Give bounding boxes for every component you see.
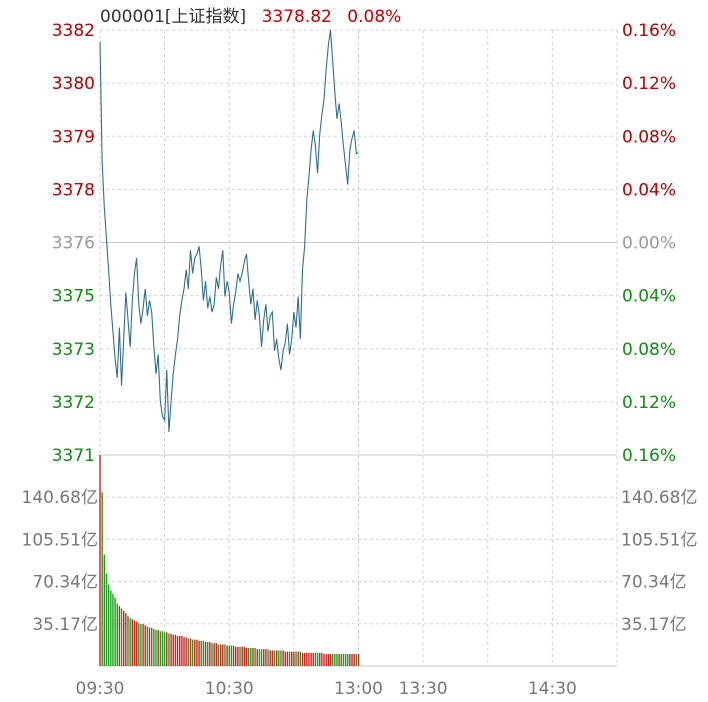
price-tick-label: 3378 xyxy=(52,180,95,200)
percent-tick-label: 0.12% xyxy=(622,74,676,94)
last-price: 3378.82 xyxy=(261,7,332,27)
price-tick-label: 3376 xyxy=(52,234,95,254)
price-line xyxy=(99,29,359,432)
volume-tick-label: 35.17亿 xyxy=(32,615,98,635)
volume-tick-label-right: 70.34亿 xyxy=(621,573,687,593)
percent-tick-label: 0.16% xyxy=(622,21,676,41)
percent-tick-label: 0.08% xyxy=(622,127,676,147)
time-tick-label: 10:30 xyxy=(205,679,254,699)
price-tick-label: 3380 xyxy=(52,74,95,94)
time-tick-label: 09:30 xyxy=(76,679,125,699)
price-tick-label: 3379 xyxy=(52,127,95,147)
change-percent: 0.08% xyxy=(347,7,402,27)
percent-tick-label: 0.00% xyxy=(622,234,676,254)
volume-tick-label-right: 105.51亿 xyxy=(621,530,697,550)
percent-tick-label: 0.04% xyxy=(622,180,676,200)
price-tick-label: 3371 xyxy=(52,446,95,466)
price-tick-label: 3382 xyxy=(52,21,95,41)
volume-tick-label-right: 140.68亿 xyxy=(621,488,697,508)
percent-tick-label: 0.16% xyxy=(622,446,676,466)
price-tick-label: 3373 xyxy=(52,340,95,360)
grid xyxy=(99,29,618,666)
volume-tick-label: 70.34亿 xyxy=(32,573,98,593)
time-tick-label: 14:30 xyxy=(528,679,577,699)
price-tick-label: 3372 xyxy=(52,393,95,413)
index-code-name: 000001[上证指数] xyxy=(100,7,247,27)
percent-tick-label: 0.04% xyxy=(622,287,676,307)
volume-bars xyxy=(99,455,360,666)
percent-tick-label: 0.12% xyxy=(622,393,676,413)
volume-tick-label: 140.68亿 xyxy=(22,488,98,508)
price-tick-label: 3375 xyxy=(52,287,95,307)
time-tick-label: 13:30 xyxy=(399,679,448,699)
chart-header: 000001[上证指数] 3378.82 0.08% xyxy=(100,2,401,27)
percent-tick-label: 0.08% xyxy=(622,340,676,360)
volume-tick-label-right: 35.17亿 xyxy=(621,615,687,635)
time-tick-label: 13:00 xyxy=(334,679,383,699)
volume-tick-label: 105.51亿 xyxy=(22,530,98,550)
